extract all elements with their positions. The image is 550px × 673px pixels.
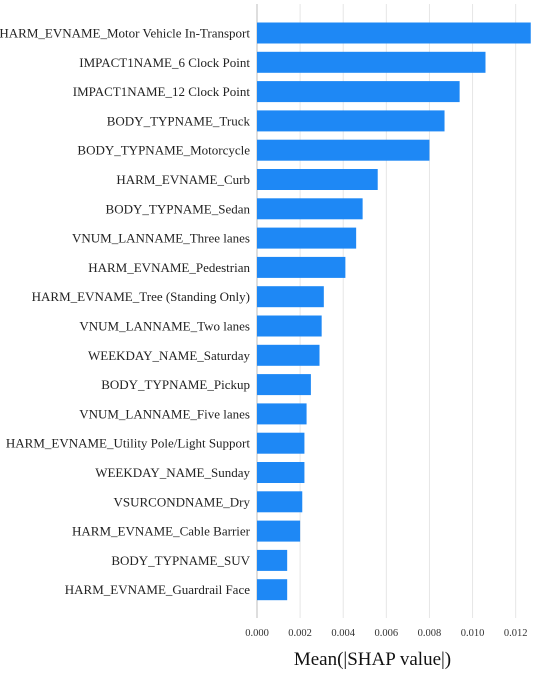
x-tick-labels: 0.000 0.002 0.004 0.006 0.008 0.010 0.012 <box>245 628 527 639</box>
bar-0 <box>257 22 531 44</box>
bar-4 <box>257 139 430 161</box>
bar-17 <box>257 520 301 542</box>
category-label-18: BODY_TYPNAME_SUV <box>111 553 250 568</box>
x-tick-label-4: 0.008 <box>418 628 442 639</box>
category-label-10: VNUM_LANNAME_Two lanes <box>79 319 250 334</box>
category-label-3: BODY_TYPNAME_Truck <box>107 113 251 128</box>
x-tick-label-6: 0.012 <box>504 628 528 639</box>
bar-2 <box>257 81 460 103</box>
bar-3 <box>257 110 445 132</box>
bar-12 <box>257 374 311 396</box>
grid-lines <box>256 4 517 618</box>
category-label-0: HARM_EVNAME_Motor Vehicle In-Transport <box>0 26 250 41</box>
x-tick-label-3: 0.006 <box>375 628 399 639</box>
category-label-15: WEEKDAY_NAME_Sunday <box>95 465 250 480</box>
category-label-1: IMPACT1NAME_6 Clock Point <box>79 55 250 70</box>
category-label-5: HARM_EVNAME_Curb <box>116 172 250 187</box>
bar-13 <box>257 403 307 425</box>
x-tick-label-0: 0.000 <box>245 628 269 639</box>
category-label-12: BODY_TYPNAME_Pickup <box>101 377 250 392</box>
bar-1 <box>257 51 486 73</box>
bar-19 <box>257 579 288 601</box>
x-tick-label-1: 0.002 <box>288 628 312 639</box>
category-label-16: VSURCONDNAME_Dry <box>113 494 250 509</box>
x-tick-label-2: 0.004 <box>331 628 355 639</box>
bar-7 <box>257 227 357 249</box>
bar-15 <box>257 462 305 483</box>
category-label-13: VNUM_LANNAME_Five lanes <box>79 406 250 421</box>
bar-6 <box>257 198 363 220</box>
category-label-8: HARM_EVNAME_Pedestrian <box>88 260 250 275</box>
bar-9 <box>257 286 324 308</box>
category-label-19: HARM_EVNAME_Guardrail Face <box>65 582 250 597</box>
category-label-17: HARM_EVNAME_Cable Barrier <box>72 524 251 539</box>
category-labels: HARM_EVNAME_Motor Vehicle In-Transport IM… <box>0 26 251 598</box>
bar-18 <box>257 549 288 571</box>
category-label-11: WEEKDAY_NAME_Saturday <box>88 348 250 363</box>
x-axis-title: Mean(|SHAP value|) <box>294 649 451 670</box>
category-label-4: BODY_TYPNAME_Motorcycle <box>77 143 250 158</box>
bars <box>257 22 531 601</box>
category-label-14: HARM_EVNAME_Utility Pole/Light Support <box>6 436 251 451</box>
bar-8 <box>257 256 346 278</box>
x-tick-label-5: 0.010 <box>461 628 485 639</box>
category-label-6: BODY_TYPNAME_Sedan <box>106 201 251 216</box>
category-label-7: VNUM_LANNAME_Three lanes <box>72 231 250 246</box>
bar-10 <box>257 315 322 337</box>
category-label-9: HARM_EVNAME_Tree (Standing Only) <box>32 289 250 304</box>
bar-5 <box>257 169 378 190</box>
bar-11 <box>257 344 320 366</box>
bar-16 <box>257 491 303 513</box>
bar-14 <box>257 432 305 454</box>
category-label-2: IMPACT1NAME_12 Clock Point <box>73 84 251 99</box>
